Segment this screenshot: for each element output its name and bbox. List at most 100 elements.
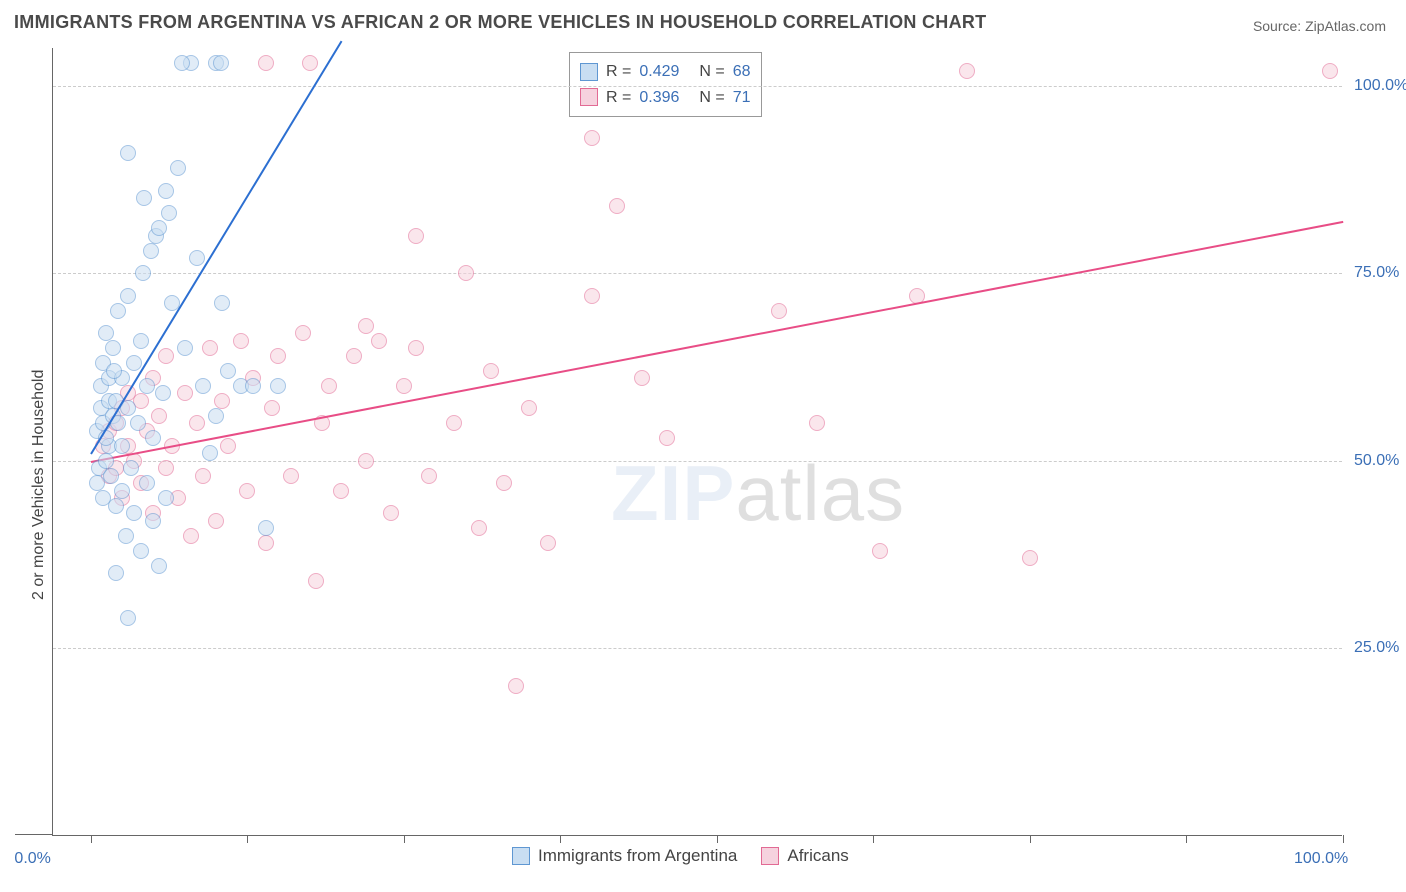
data-point <box>521 400 537 416</box>
x-tick <box>1030 835 1031 843</box>
data-point <box>143 243 159 259</box>
data-point <box>151 220 167 236</box>
data-point <box>108 565 124 581</box>
y-tick-label: 100.0% <box>1354 77 1406 95</box>
trend-line <box>90 221 1343 463</box>
data-point <box>333 483 349 499</box>
data-point <box>214 295 230 311</box>
data-point <box>446 415 462 431</box>
legend-item: Africans <box>761 846 848 866</box>
x-min-label: 0.0% <box>14 850 50 868</box>
legend-label: Africans <box>787 846 848 866</box>
trend-line <box>90 41 342 455</box>
data-point <box>208 408 224 424</box>
data-point <box>118 528 134 544</box>
data-point <box>114 483 130 499</box>
chart-title: IMMIGRANTS FROM ARGENTINA VS AFRICAN 2 O… <box>14 12 986 33</box>
data-point <box>161 205 177 221</box>
data-point <box>1322 63 1338 79</box>
data-point <box>302 55 318 71</box>
n-label: N = <box>699 59 724 85</box>
data-point <box>584 130 600 146</box>
data-point <box>283 468 299 484</box>
data-point <box>145 430 161 446</box>
data-point <box>496 475 512 491</box>
data-point <box>136 190 152 206</box>
data-point <box>220 363 236 379</box>
data-point <box>809 415 825 431</box>
data-point <box>174 55 190 71</box>
r-label: R = <box>606 85 631 111</box>
data-point <box>634 370 650 386</box>
r-value: 0.429 <box>639 59 679 85</box>
x-tick <box>404 835 405 843</box>
axis-extension <box>15 834 53 835</box>
data-point <box>458 265 474 281</box>
data-point <box>214 393 230 409</box>
data-point <box>371 333 387 349</box>
data-point <box>120 145 136 161</box>
data-point <box>98 453 114 469</box>
x-tick <box>1343 835 1344 843</box>
gridline <box>53 648 1342 649</box>
watermark-atlas: atlas <box>735 449 905 537</box>
x-tick <box>560 835 561 843</box>
data-point <box>295 325 311 341</box>
data-point <box>220 438 236 454</box>
stats-row: R = 0.396N = 71 <box>580 85 751 111</box>
data-point <box>139 378 155 394</box>
data-point <box>213 55 229 71</box>
data-point <box>195 378 211 394</box>
data-point <box>540 535 556 551</box>
data-point <box>202 445 218 461</box>
legend-item: Immigrants from Argentina <box>512 846 737 866</box>
data-point <box>1022 550 1038 566</box>
x-tick <box>873 835 874 843</box>
stats-row: R = 0.429 N = 68 <box>580 59 751 85</box>
data-point <box>158 460 174 476</box>
gridline <box>53 461 1342 462</box>
data-point <box>321 378 337 394</box>
gridline <box>53 273 1342 274</box>
x-tick <box>247 835 248 843</box>
data-point <box>120 610 136 626</box>
data-point <box>108 498 124 514</box>
data-point <box>408 228 424 244</box>
data-point <box>609 198 625 214</box>
data-point <box>98 325 114 341</box>
legend-swatch <box>512 847 530 865</box>
data-point <box>183 528 199 544</box>
data-point <box>133 543 149 559</box>
data-point <box>177 340 193 356</box>
data-point <box>245 378 261 394</box>
data-point <box>145 513 161 529</box>
y-tick-label: 50.0% <box>1354 452 1399 470</box>
data-point <box>133 333 149 349</box>
data-point <box>126 505 142 521</box>
data-point <box>123 460 139 476</box>
data-point <box>258 535 274 551</box>
data-point <box>508 678 524 694</box>
data-point <box>110 303 126 319</box>
x-max-label: 100.0% <box>1294 850 1348 868</box>
y-tick-label: 75.0% <box>1354 264 1399 282</box>
data-point <box>114 438 130 454</box>
data-point <box>959 63 975 79</box>
data-point <box>258 520 274 536</box>
data-point <box>270 348 286 364</box>
legend: Immigrants from Argentina Africans <box>512 846 849 866</box>
legend-swatch <box>580 63 598 81</box>
data-point <box>270 378 286 394</box>
plot-area: ZIPatlas R = 0.429N = 68R = 0.396N = 71 <box>52 48 1342 836</box>
r-label: R = <box>606 59 631 85</box>
gridline <box>53 86 1342 87</box>
data-point <box>177 385 193 401</box>
data-point <box>308 573 324 589</box>
data-point <box>189 415 205 431</box>
n-value: 68 <box>733 59 751 85</box>
data-point <box>195 468 211 484</box>
data-point <box>233 333 249 349</box>
data-point <box>264 400 280 416</box>
y-tick-label: 25.0% <box>1354 639 1399 657</box>
x-tick <box>91 835 92 843</box>
